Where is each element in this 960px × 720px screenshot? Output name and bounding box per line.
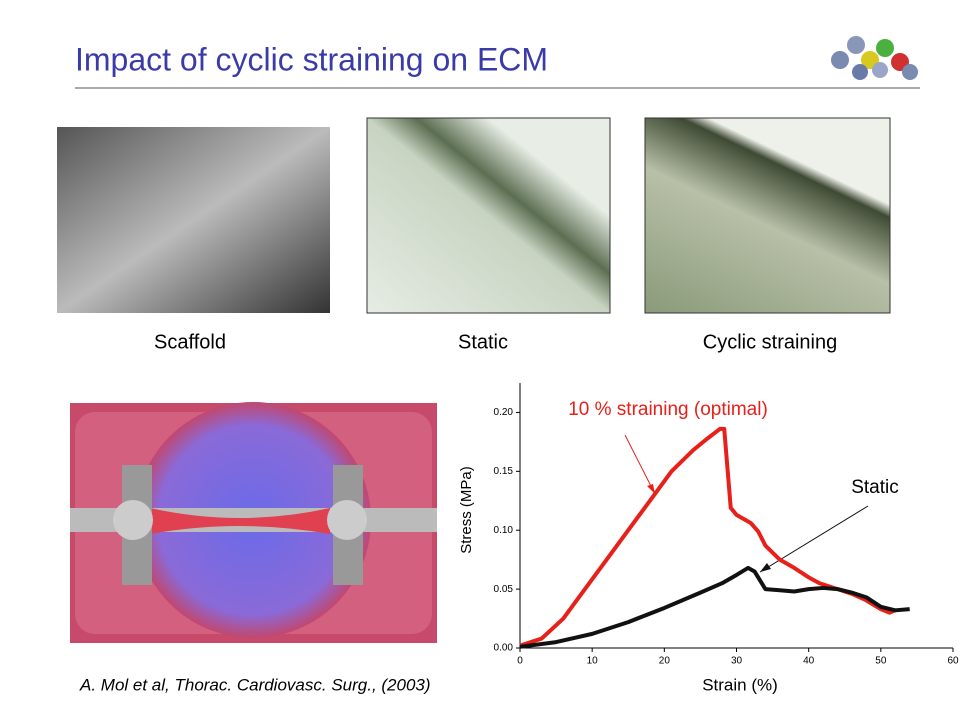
- y-tick-label: 0.10: [494, 525, 514, 536]
- caption: Cyclic straining: [703, 331, 837, 353]
- y-tick-label: 0.15: [494, 466, 514, 477]
- x-axis-label: Strain (%): [702, 675, 778, 694]
- arrow-head: [760, 563, 771, 572]
- x-tick-label: 30: [731, 656, 743, 667]
- x-tick-label: 0: [517, 656, 523, 667]
- y-tick-label: 0.05: [494, 584, 514, 595]
- cyclic-image: [644, 117, 891, 314]
- arrow-head: [647, 484, 655, 494]
- y-tick-label: 0.00: [494, 643, 514, 654]
- data-line: [519, 565, 910, 649]
- annotation-arrow: [624, 434, 656, 495]
- slide-title: Impact of cyclic straining on ECM: [75, 41, 548, 77]
- data-line: [519, 426, 897, 648]
- x-tick-label: 10: [587, 656, 599, 667]
- y-tick-label: 0.20: [494, 407, 514, 418]
- citation: A. Mol et al, Thorac. Cardiovasc. Surg.,…: [79, 675, 431, 694]
- annotation: Static: [851, 477, 899, 498]
- annotation-arrow: [759, 505, 869, 573]
- x-tick-label: 60: [947, 656, 959, 667]
- static-image: [366, 117, 611, 314]
- caption: Static: [458, 331, 508, 353]
- annotation: 10 % straining (optimal): [568, 399, 768, 420]
- scaffold-image: [57, 127, 330, 313]
- x-tick-label: 50: [875, 656, 887, 667]
- bioreactor-photo: [70, 402, 437, 643]
- y-axis-label: Stress (MPa): [458, 466, 475, 554]
- caption: Scaffold: [154, 331, 226, 353]
- logo: [831, 36, 918, 80]
- x-tick-label: 20: [659, 656, 671, 667]
- x-tick-label: 40: [803, 656, 815, 667]
